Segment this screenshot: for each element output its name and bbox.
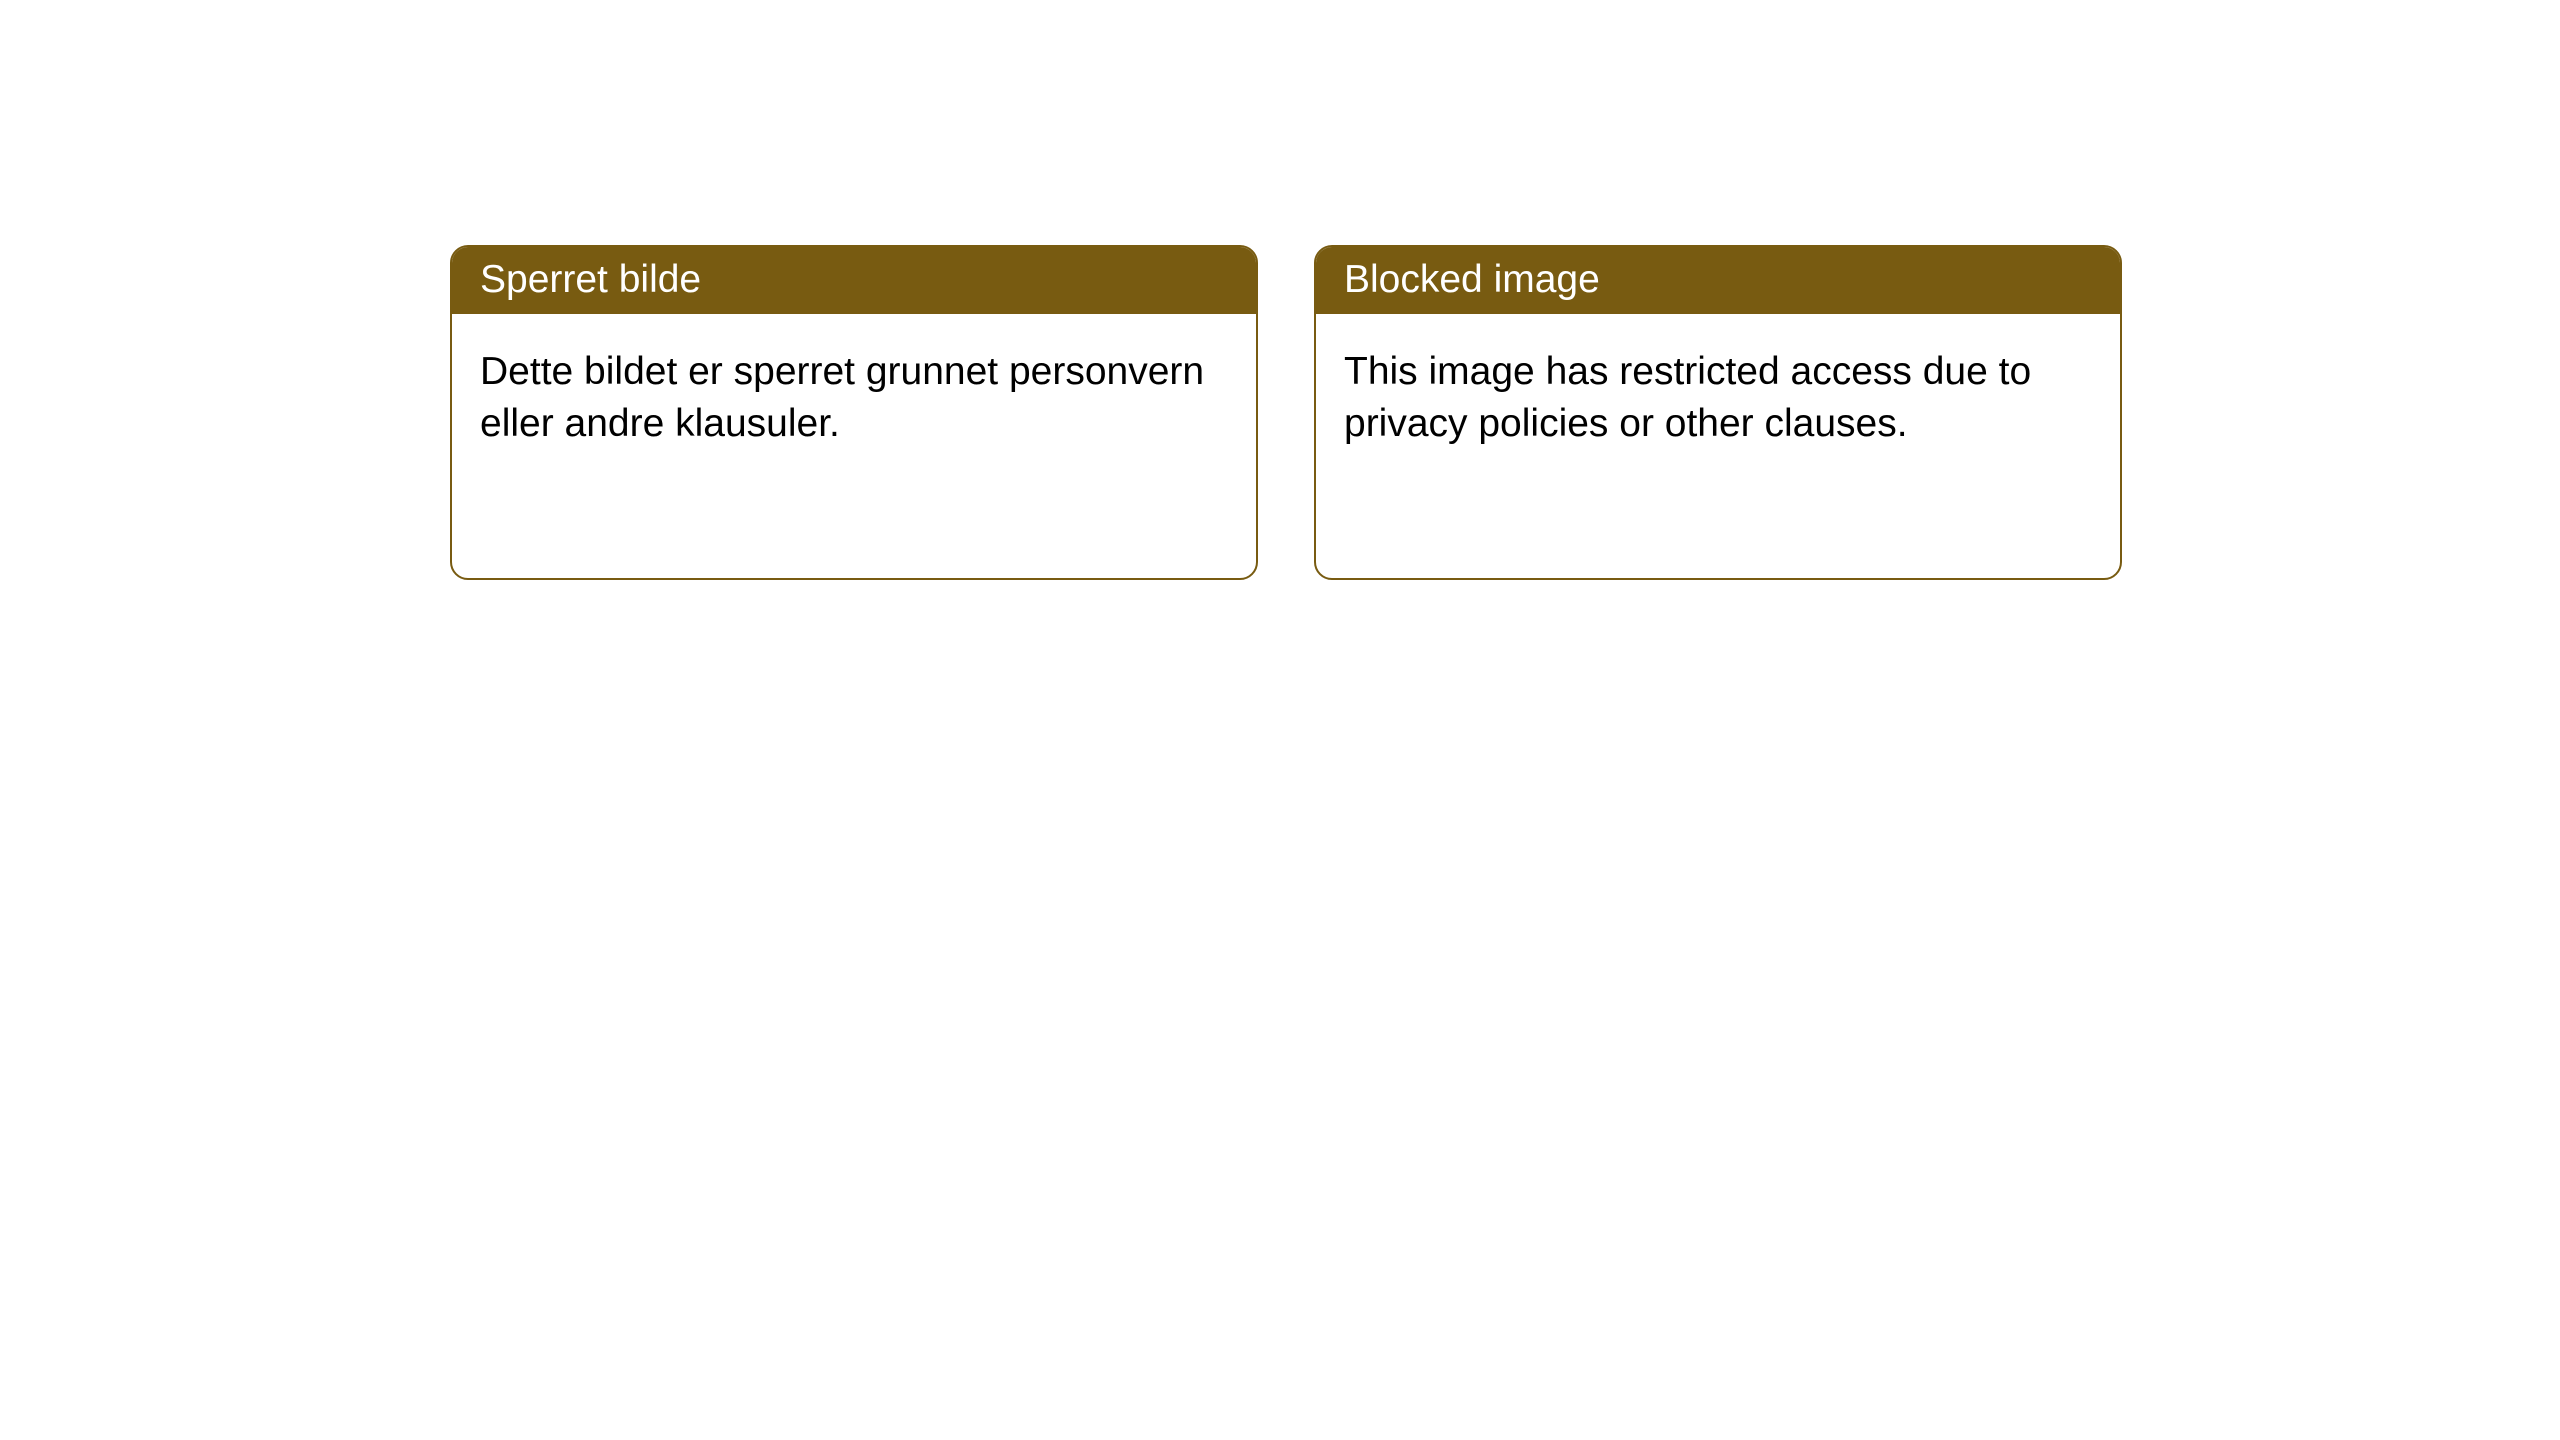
notice-card-english: Blocked image This image has restricted … <box>1314 245 2122 580</box>
notice-container: Sperret bilde Dette bildet er sperret gr… <box>450 245 2122 580</box>
notice-body-english: This image has restricted access due to … <box>1316 314 2120 483</box>
notice-body-norwegian: Dette bildet er sperret grunnet personve… <box>452 314 1256 483</box>
notice-card-norwegian: Sperret bilde Dette bildet er sperret gr… <box>450 245 1258 580</box>
notice-title-norwegian: Sperret bilde <box>452 247 1256 314</box>
notice-title-english: Blocked image <box>1316 247 2120 314</box>
